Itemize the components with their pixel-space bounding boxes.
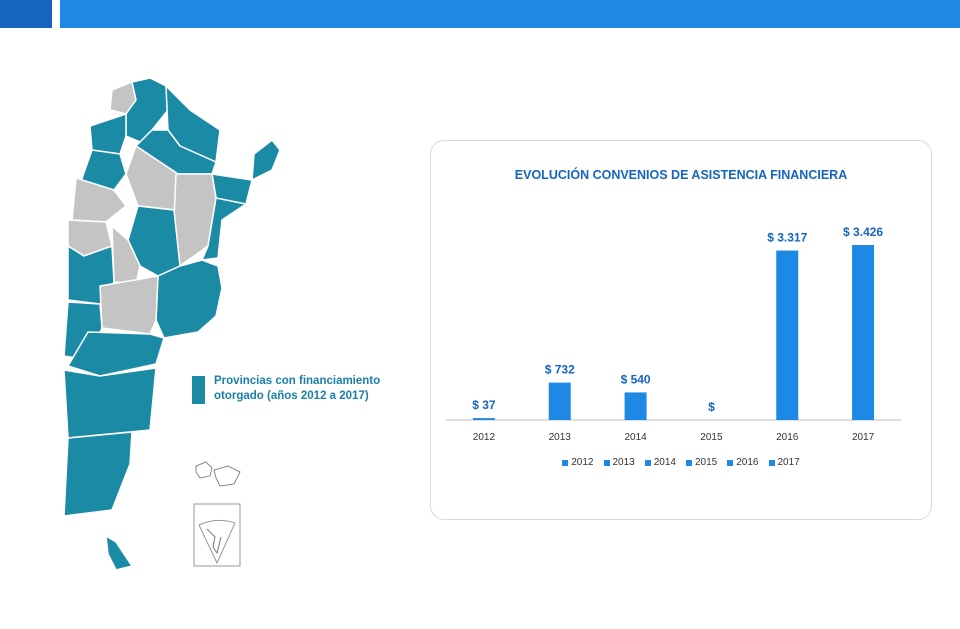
legend-item-2014: 2014 [644,457,676,468]
header-bar [60,0,960,28]
chart-legend: 2012 2013 2014 2015 2016 2017 [431,457,931,468]
antarctic-sector-inset [193,503,241,567]
legend-swatch [686,459,692,466]
bar-chart: $ 37 2012 $ 732 2013 $ 540 2014 $2015 $ 3.317 20… [446,225,901,443]
data-label-2014: $ 540 [621,372,651,386]
map-legend: Provincias con financiamiento otorgado (… [192,374,414,404]
x-tick-label-2017: 2017 [852,432,875,443]
bar-2016 [776,250,799,420]
legend-swatch [644,459,651,466]
map-svg [63,77,281,571]
legend-label: 2014 [653,457,676,468]
legend-swatch [562,459,569,466]
x-tick-label-2016: 2016 [776,432,799,443]
x-tick-label-2013: 2013 [549,432,572,443]
province-chubut [63,367,157,439]
legend-item-2015: 2015 [686,457,717,468]
data-label-2017: $ 3.426 [843,225,883,239]
data-label-2013: $ 732 [545,363,575,377]
legend-label: 2016 [736,457,759,468]
province-tucuman [89,113,127,155]
legend-item-2013: 2013 [603,457,635,468]
province-misiones [251,139,281,181]
data-label-2016: $ 3.317 [767,231,807,245]
province-catamarca [79,149,127,191]
legend-item-2016: 2016 [727,457,759,468]
province-entrerios [201,197,247,261]
chart-title: EVOLUCIÓN CONVENIOS DE ASISTENCIA FINANC… [514,168,848,182]
legend-label: 2015 [695,457,718,468]
legend-label: 2012 [571,457,594,468]
bar-2017 [852,244,875,420]
map-legend-text: Provincias con financiamiento otorgado (… [214,375,381,402]
header-accent-square [0,0,52,28]
x-tick-label-2015: 2015 [700,432,723,443]
data-label-2012: $ 37 [472,398,496,412]
malvinas-islands [195,461,241,487]
province-lapampa [99,275,159,335]
bar-2014 [624,392,647,420]
bar-2013 [548,382,571,420]
x-tick-label-2012: 2012 [473,432,496,443]
province-tierradelfuego [105,535,133,571]
legend-swatch [768,459,775,466]
legend-item-2012: 2012 [562,457,594,468]
legend-label: 2017 [777,457,800,468]
legend-teal-swatch [192,376,205,404]
legend-swatch [727,459,734,466]
x-tick-label-2014: 2014 [624,432,647,443]
argentina-map [40,70,300,580]
province-buenosaires [155,259,223,339]
legend-item-2017: 2017 [768,457,800,468]
legend-label: 2013 [612,457,635,468]
bar-2012 [472,418,495,420]
province-larioja [71,177,127,223]
data-label-2015: $ [708,400,715,414]
province-rionegro [67,331,165,377]
legend-swatch [603,459,610,466]
province-santacruz [63,431,133,517]
chart-card: EVOLUCIÓN CONVENIOS DE ASISTENCIA FINANC… [430,140,932,520]
